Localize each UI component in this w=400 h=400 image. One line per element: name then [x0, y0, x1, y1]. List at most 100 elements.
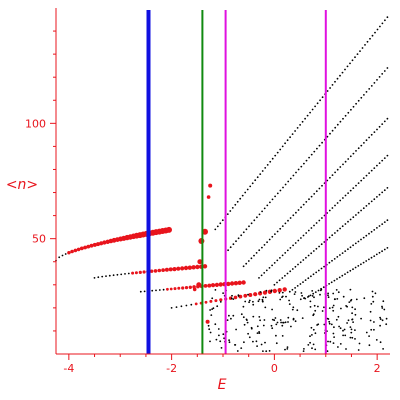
data-point [293, 293, 296, 295]
data-point [214, 299, 218, 303]
data-point [234, 203, 237, 206]
data-point [370, 133, 373, 136]
data-point [347, 192, 349, 195]
data-point [331, 306, 334, 309]
data-point [245, 262, 248, 265]
data-point [344, 273, 346, 275]
data-point [294, 242, 297, 244]
data-point [285, 295, 287, 298]
data-point [360, 209, 362, 212]
data-point [355, 298, 358, 301]
data-point [284, 274, 286, 277]
data-point [73, 248, 78, 253]
data-point [333, 326, 335, 329]
data-point [105, 275, 107, 277]
data-point [127, 272, 130, 275]
data-point [323, 265, 325, 268]
data-point [287, 219, 289, 222]
data-point [273, 319, 276, 322]
data-point [349, 326, 352, 328]
highlight-point [205, 319, 210, 324]
data-point [297, 209, 300, 211]
data-point [292, 214, 295, 217]
data-point [323, 306, 325, 309]
data-point [229, 210, 232, 212]
data-point [365, 234, 368, 237]
data-point [275, 342, 278, 345]
data-point [269, 160, 272, 163]
data-point [302, 203, 305, 206]
data-point [308, 156, 310, 159]
data-point [338, 325, 340, 328]
data-point [134, 271, 138, 275]
data-point [257, 300, 260, 303]
data-point [323, 323, 326, 326]
data-point [276, 281, 278, 284]
data-point [376, 28, 379, 31]
data-point [241, 280, 246, 285]
data-point [276, 230, 279, 233]
data-point [365, 205, 368, 207]
data-point [281, 291, 284, 294]
data-point [168, 267, 173, 272]
data-point [347, 220, 349, 223]
data-point [381, 191, 384, 194]
data-point [292, 244, 294, 247]
data-point [211, 297, 214, 300]
data-point [228, 339, 231, 342]
data-point [253, 254, 255, 257]
data-point [386, 247, 389, 249]
data-point [315, 190, 318, 193]
data-point [356, 53, 359, 55]
data-point [341, 71, 344, 74]
data-point [332, 304, 335, 307]
axes-layer [55, 8, 390, 355]
data-point [370, 256, 373, 259]
data-point [153, 269, 158, 273]
data-point [242, 265, 245, 268]
data-point [354, 56, 356, 59]
data-point [309, 306, 312, 308]
data-point [291, 133, 294, 136]
data-point [259, 291, 262, 293]
data-point [219, 340, 222, 343]
data-point [219, 298, 223, 302]
data-point [312, 328, 315, 331]
data-point [247, 332, 250, 335]
data-point [370, 85, 373, 87]
data-point [370, 169, 373, 172]
data-point [357, 182, 360, 185]
data-point [373, 167, 376, 170]
data-point [204, 300, 208, 304]
data-point [330, 281, 333, 284]
data-point [232, 314, 235, 317]
data-point [357, 265, 360, 267]
data-point [386, 154, 389, 157]
data-point [124, 273, 126, 275]
data-point [309, 294, 312, 297]
data-point [344, 68, 346, 71]
data-point [326, 179, 329, 182]
data-point [296, 285, 299, 287]
x-axis-label: E [218, 377, 227, 393]
data-point [138, 270, 142, 274]
highlight-point [196, 282, 202, 288]
data-point [67, 251, 71, 255]
data-point [332, 309, 335, 312]
data-point [83, 245, 87, 250]
data-point [311, 347, 313, 350]
data-point [281, 335, 284, 337]
data-point [274, 317, 277, 319]
data-point [155, 289, 157, 292]
data-point [294, 130, 296, 132]
data-point [332, 342, 335, 344]
data-point [101, 275, 104, 278]
data-point [347, 111, 350, 114]
data-point [368, 344, 371, 347]
data-point [271, 318, 274, 321]
data-point [245, 228, 248, 231]
data-point [262, 296, 265, 299]
data-point [365, 331, 368, 334]
data-point [220, 347, 223, 349]
data-point [300, 206, 302, 209]
